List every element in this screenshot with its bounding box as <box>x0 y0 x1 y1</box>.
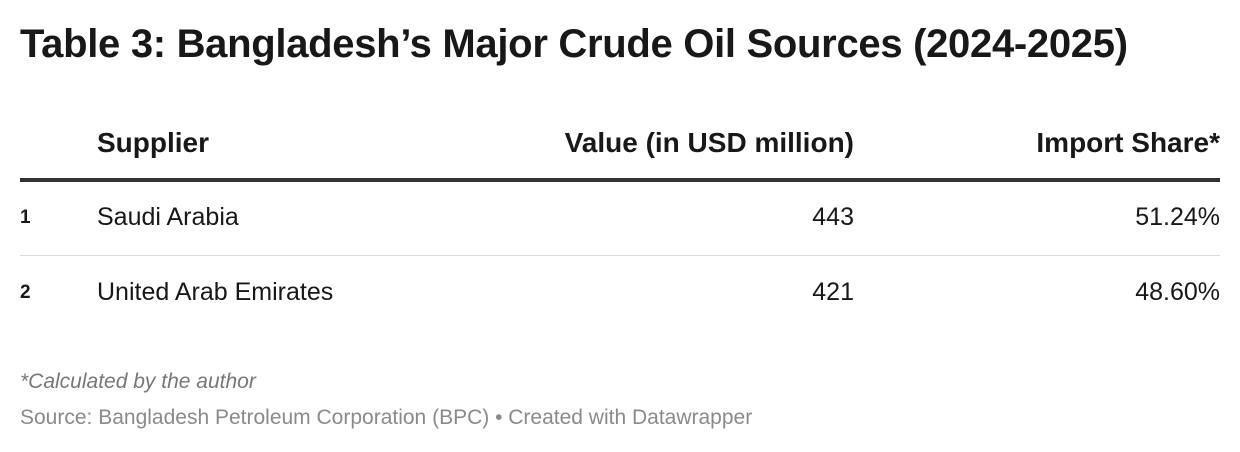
title: Table 3: Bangladesh’s Major Crude Oil So… <box>20 22 1128 66</box>
column-header: Supplier <box>97 127 210 158</box>
row-number: 1 <box>20 207 31 228</box>
cell: United Arab Emirates <box>97 278 334 306</box>
source: Source: Bangladesh Petroleum Corporation… <box>20 406 753 429</box>
cell: 51.24% <box>1135 203 1220 231</box>
cell: Saudi Arabia <box>97 203 239 231</box>
cell: 48.60% <box>1135 278 1220 306</box>
cell: 443 <box>812 203 854 231</box>
cell: 421 <box>812 278 854 306</box>
header-rule <box>20 178 1220 182</box>
footnote: *Calculated by the author <box>20 370 256 393</box>
row-number: 2 <box>20 282 31 303</box>
column-header: Value (in USD million) <box>564 127 854 158</box>
column-header: Import Share* <box>1036 127 1220 158</box>
row-separator <box>20 255 1220 256</box>
